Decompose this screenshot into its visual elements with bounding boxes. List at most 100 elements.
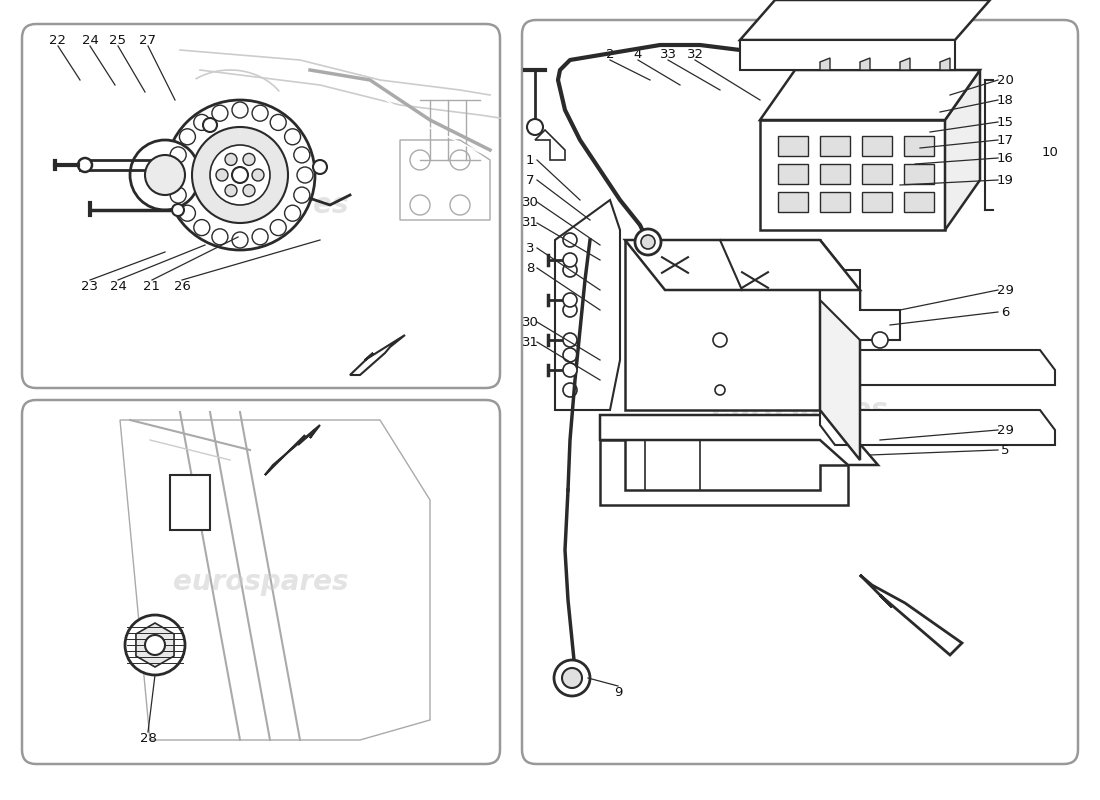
Circle shape [179, 129, 196, 145]
Circle shape [563, 253, 578, 267]
Circle shape [170, 187, 186, 203]
Circle shape [527, 119, 543, 135]
Polygon shape [556, 200, 620, 410]
Circle shape [872, 332, 888, 348]
Circle shape [212, 229, 228, 245]
Circle shape [192, 127, 288, 223]
Circle shape [145, 635, 165, 655]
Text: eurospares: eurospares [174, 568, 349, 596]
Text: 28: 28 [140, 731, 156, 745]
Bar [778, 192, 808, 212]
Circle shape [635, 229, 661, 255]
Polygon shape [940, 58, 950, 70]
Text: 1: 1 [526, 154, 535, 166]
Bar [778, 164, 808, 184]
Circle shape [125, 615, 185, 675]
Polygon shape [625, 240, 860, 290]
Circle shape [194, 114, 210, 130]
Text: 21: 21 [143, 281, 161, 294]
Circle shape [232, 102, 248, 118]
Circle shape [216, 169, 228, 181]
Text: 19: 19 [997, 174, 1013, 186]
Circle shape [297, 167, 313, 183]
Polygon shape [860, 58, 870, 70]
Polygon shape [265, 425, 320, 475]
Circle shape [271, 114, 286, 130]
Text: eurospares: eurospares [174, 191, 349, 219]
Text: 6: 6 [1001, 306, 1009, 318]
Text: 25: 25 [110, 34, 126, 46]
Circle shape [563, 333, 578, 347]
Text: 24: 24 [110, 281, 126, 294]
Text: 29: 29 [997, 423, 1013, 437]
Circle shape [252, 229, 268, 245]
Polygon shape [600, 440, 848, 505]
Circle shape [243, 154, 255, 166]
Circle shape [271, 219, 286, 235]
Text: 30: 30 [521, 195, 538, 209]
Circle shape [563, 348, 578, 362]
Polygon shape [625, 240, 820, 410]
Polygon shape [760, 70, 980, 120]
Circle shape [78, 158, 92, 172]
Bar [820, 192, 850, 212]
Polygon shape [945, 70, 980, 230]
Text: 7: 7 [526, 174, 535, 186]
Circle shape [165, 100, 315, 250]
Text: 4: 4 [634, 49, 642, 62]
Text: 8: 8 [526, 262, 535, 274]
Text: 23: 23 [81, 281, 99, 294]
Bar [760, 120, 945, 230]
Circle shape [294, 187, 310, 203]
Polygon shape [860, 575, 962, 655]
Text: 24: 24 [81, 34, 98, 46]
Text: eurospares: eurospares [713, 396, 888, 424]
Circle shape [715, 385, 725, 395]
Text: 3: 3 [526, 242, 535, 254]
Text: 16: 16 [997, 151, 1013, 165]
Circle shape [252, 105, 268, 121]
Text: 31: 31 [521, 335, 539, 349]
Circle shape [210, 145, 270, 205]
Circle shape [713, 333, 727, 347]
Text: 2: 2 [606, 49, 614, 62]
Text: 27: 27 [140, 34, 156, 46]
Bar [740, 40, 955, 70]
Circle shape [145, 155, 185, 195]
Circle shape [167, 167, 183, 183]
Circle shape [563, 293, 578, 307]
Text: 22: 22 [50, 34, 66, 46]
Polygon shape [820, 240, 860, 460]
Bar [862, 164, 892, 184]
Circle shape [232, 167, 248, 183]
Bar [862, 192, 892, 212]
Text: 31: 31 [521, 217, 539, 230]
Polygon shape [350, 335, 405, 375]
Bar [862, 136, 892, 156]
Bar [820, 164, 850, 184]
Circle shape [170, 147, 186, 163]
Circle shape [194, 219, 210, 235]
Text: 26: 26 [174, 281, 190, 294]
Polygon shape [820, 58, 830, 70]
Polygon shape [900, 58, 910, 70]
Text: 30: 30 [521, 315, 538, 329]
Circle shape [130, 140, 200, 210]
Bar [904, 192, 934, 212]
Polygon shape [820, 410, 1055, 445]
Bar [170, 475, 210, 530]
Circle shape [563, 383, 578, 397]
Circle shape [212, 105, 228, 121]
Circle shape [294, 147, 310, 163]
Text: 18: 18 [997, 94, 1013, 106]
Circle shape [563, 263, 578, 277]
Text: 29: 29 [997, 283, 1013, 297]
Bar [904, 136, 934, 156]
Circle shape [563, 303, 578, 317]
Circle shape [226, 185, 236, 197]
Text: 17: 17 [997, 134, 1013, 146]
Circle shape [563, 363, 578, 377]
Text: 5: 5 [1001, 443, 1010, 457]
Circle shape [314, 160, 327, 174]
Circle shape [172, 204, 184, 216]
